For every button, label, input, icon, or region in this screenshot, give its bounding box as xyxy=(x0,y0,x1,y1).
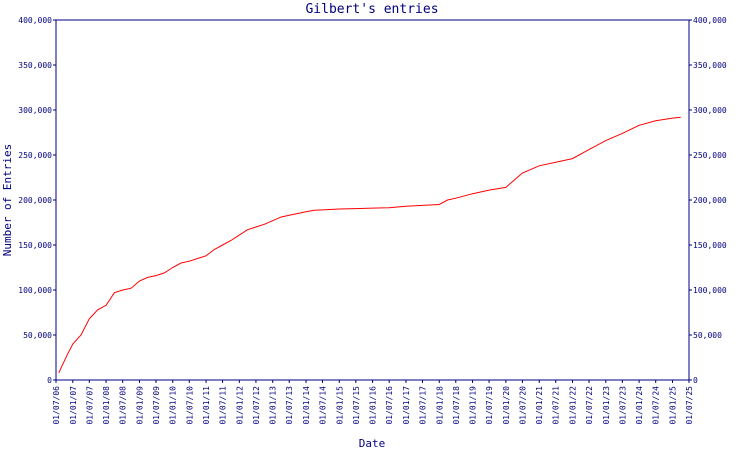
y-axis-left: 0 50,000 100,000 150,000 200,000 250,000 300,0… xyxy=(18,16,56,385)
chart-title: Gilbert's entries xyxy=(305,2,438,17)
x-tick-label: 01/01/25 xyxy=(668,386,677,425)
series-layer xyxy=(58,116,681,374)
y-tick-label-right: 350,000 xyxy=(693,61,727,70)
y-tick-label-left: 0 xyxy=(47,376,52,385)
x-tick-label: 01/01/22 xyxy=(569,386,578,425)
x-tick-label: 01/07/23 xyxy=(618,386,627,425)
y-tick-label-left: 100,000 xyxy=(18,286,52,295)
x-tick-label: 01/01/10 xyxy=(169,386,178,425)
x-tick-label: 01/01/09 xyxy=(135,386,144,425)
y-tick-label-right: 400,000 xyxy=(693,16,727,25)
x-tick-label: 01/07/14 xyxy=(319,386,328,425)
x-axis: 01/07/06 01/01/07 01/07/07 01/01/08 01/07/08… xyxy=(52,380,694,425)
x-tick-label: 01/07/11 xyxy=(219,386,228,425)
y-axis-right: 0 50,000 100,000 150,000 200,000 250,000 300,0… xyxy=(689,16,727,385)
plot-area-frame xyxy=(55,19,690,381)
x-tick-label: 01/01/21 xyxy=(535,386,544,425)
x-tick-label: 01/01/18 xyxy=(435,386,444,425)
x-tick-label: 01/07/16 xyxy=(385,386,394,425)
y-tick-label-left: 400,000 xyxy=(18,16,52,25)
y-tick-label-right: 250,000 xyxy=(693,151,727,160)
x-tick-label: 01/07/12 xyxy=(252,386,261,425)
y-tick-label-left: 150,000 xyxy=(18,241,52,250)
x-tick-label: 01/07/24 xyxy=(652,386,661,425)
y-tick-label-right: 150,000 xyxy=(693,241,727,250)
x-tick-label: 01/01/07 xyxy=(69,386,78,425)
series-line xyxy=(58,116,681,374)
x-tick-label: 01/01/15 xyxy=(335,386,344,425)
y-tick-label-left: 200,000 xyxy=(18,196,52,205)
x-tick-label: 01/01/12 xyxy=(235,386,244,425)
y-tick-label-left: 250,000 xyxy=(18,151,52,160)
x-tick-label: 01/01/11 xyxy=(202,386,211,425)
x-tick-label: 01/01/13 xyxy=(269,386,278,425)
x-tick-label: 01/07/06 xyxy=(52,386,61,425)
x-tick-label: 01/07/22 xyxy=(585,386,594,425)
x-tick-label: 01/01/24 xyxy=(635,386,644,425)
y-tick-label-left: 300,000 xyxy=(18,106,52,115)
y-tick-label-right: 200,000 xyxy=(693,196,727,205)
x-tick-label: 01/07/07 xyxy=(85,386,94,425)
x-tick-label: 01/01/20 xyxy=(502,386,511,425)
x-tick-label: 01/07/18 xyxy=(452,386,461,425)
x-tick-label: 01/07/19 xyxy=(485,386,494,425)
x-tick-label: 01/01/23 xyxy=(602,386,611,425)
y-tick-label-right: 0 xyxy=(693,376,698,385)
x-tick-label: 01/07/25 xyxy=(685,386,694,425)
x-tick-label: 01/01/08 xyxy=(102,386,111,425)
x-tick-label: 01/07/15 xyxy=(352,386,361,425)
y-tick-label-right: 100,000 xyxy=(693,286,727,295)
x-tick-label: 01/07/13 xyxy=(285,386,294,425)
x-tick-label: 01/01/19 xyxy=(469,386,478,425)
x-tick-label: 01/07/08 xyxy=(119,386,128,425)
x-tick-label: 01/07/20 xyxy=(518,386,527,425)
x-tick-label: 01/07/09 xyxy=(152,386,161,425)
x-tick-label: 01/01/14 xyxy=(302,386,311,425)
y-tick-label-right: 300,000 xyxy=(693,106,727,115)
y-tick-label-left: 350,000 xyxy=(18,61,52,70)
x-axis-label: Date xyxy=(359,437,386,450)
x-tick-label: 01/07/21 xyxy=(552,386,561,425)
y-tick-label-left: 50,000 xyxy=(23,331,52,340)
x-tick-label: 01/07/10 xyxy=(185,386,194,425)
y-axis-label: Number of Entries xyxy=(1,144,14,257)
y-tick-label-right: 50,000 xyxy=(693,331,722,340)
x-tick-label: 01/07/17 xyxy=(418,386,427,425)
x-tick-label: 01/01/17 xyxy=(402,386,411,425)
x-tick-label: 01/01/16 xyxy=(369,386,378,425)
